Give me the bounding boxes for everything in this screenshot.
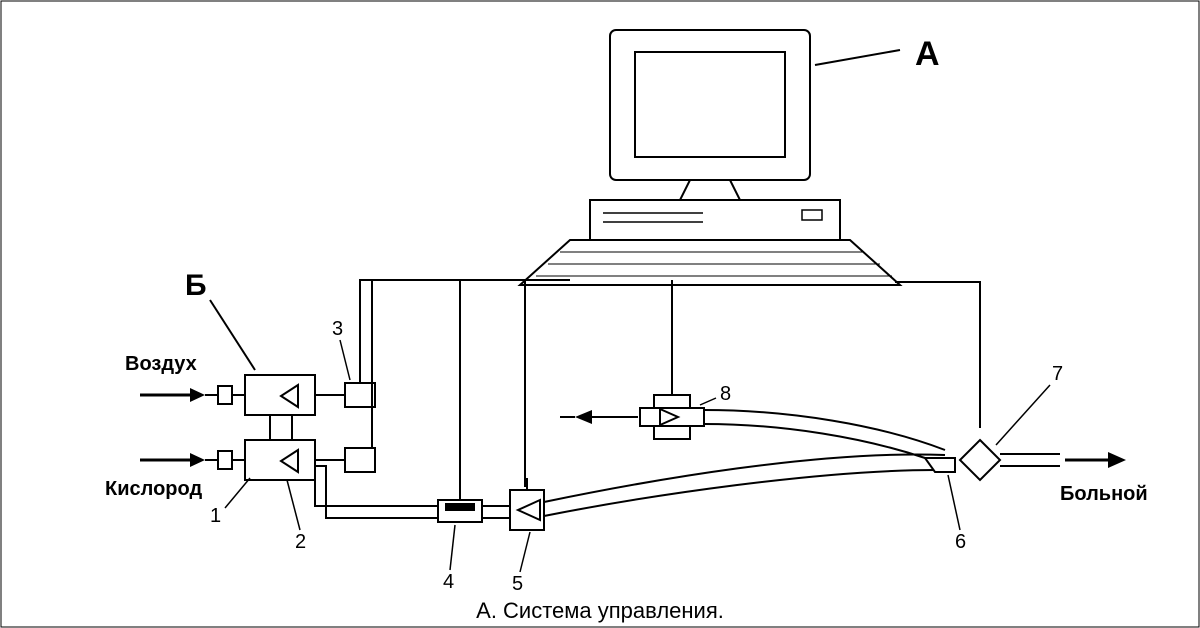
coupling-o2 [218,451,232,469]
sensor-upper [345,383,375,407]
leader-7 [996,385,1050,445]
valve-joiner [270,415,292,440]
leader-line-b [210,300,255,370]
num-5: 5 [512,573,523,595]
control-wires [360,280,980,500]
leader-3 [340,340,350,380]
keyboard [520,240,900,285]
caption: А. Система управления. [476,598,724,623]
label-a: А [915,35,940,73]
leader-4 [450,525,455,570]
leader-6 [948,475,960,530]
label-patient: Больной [1060,483,1148,505]
element-8 [640,395,704,439]
valve-upper-body [245,375,315,415]
label-air: Воздух [125,353,197,375]
arrow-patient-head [1108,452,1126,468]
sensor-lower [345,448,375,472]
num-4: 4 [443,571,454,593]
leader-line-a [815,50,900,65]
label-b: Б [185,269,207,302]
num-2: 2 [295,531,306,553]
label-oxygen: Кислород [105,478,202,500]
exhale-arrow [575,410,592,424]
frame-border [1,1,1199,627]
leader-1 [225,478,250,508]
pipes [315,410,945,518]
arrow-o2-head [190,453,205,467]
num-7: 7 [1052,363,1063,385]
element-5 [510,478,544,530]
num-1: 1 [210,505,221,527]
mixer-block [205,375,375,480]
monitor-screen [635,52,785,157]
num-6: 6 [955,531,966,553]
element-7 [960,440,1060,480]
valve-lower-body [245,440,315,480]
element-4 [438,500,482,522]
num-3: 3 [332,318,343,340]
coupling-air [218,386,232,404]
schematic-diagram: А Б 3 1 2 Воздух Кислород [0,0,1200,628]
leader-5 [520,532,530,572]
num-8: 8 [720,383,731,405]
computer [520,30,900,285]
arrow-air-head [190,388,205,402]
leader-2 [287,480,300,530]
monitor-neck [680,180,740,200]
